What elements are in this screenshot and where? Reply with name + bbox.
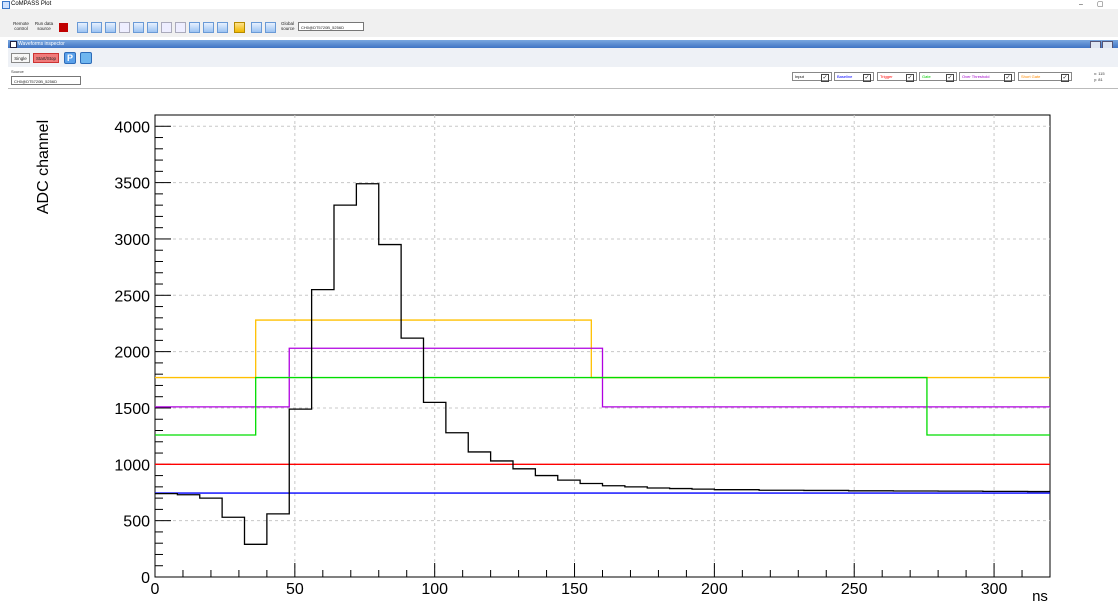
inspector-icon	[10, 41, 17, 48]
main-toolbar: Remote control Run data source Global so…	[0, 9, 1118, 38]
source-panel: Source CH0@DT5720B_5256D Input ✓ Baseline ✓…	[8, 67, 1118, 89]
x-tick-label: 50	[286, 581, 304, 598]
trace-toggle-over-threshold[interactable]: Over Threshold ✓	[959, 72, 1015, 82]
trace-label: Trigger	[880, 74, 893, 79]
single-button[interactable]: Single	[11, 53, 30, 63]
trace-toggle-gate[interactable]: Gate ✓	[919, 72, 957, 82]
cursor-coords: x: 115 y: 81	[1094, 71, 1105, 83]
trace-label: Baseline	[837, 74, 853, 79]
start-stop-button[interactable]: Start/Stop	[33, 53, 59, 63]
trace-toggle-baseline[interactable]: Baseline ✓	[834, 72, 874, 82]
remote-control-button[interactable]: Remote control	[11, 21, 31, 31]
trace-label: Over Threshold	[962, 74, 990, 79]
y-tick-label: 3500	[114, 176, 150, 193]
spectrum-icon[interactable]	[105, 22, 116, 33]
camera-icon[interactable]	[80, 52, 92, 64]
folder-icon[interactable]	[234, 22, 245, 33]
waveform-icon[interactable]	[133, 22, 144, 33]
y-tick-label: 4000	[114, 119, 150, 136]
checkbox-icon[interactable]: ✓	[1061, 74, 1069, 82]
p-icon[interactable]: P	[64, 52, 76, 64]
y-tick-label: 1000	[114, 457, 150, 474]
minimize-icon[interactable]: –	[1079, 1, 1083, 8]
x-tick-label: 150	[561, 581, 588, 598]
x-tick-label: 200	[701, 581, 728, 598]
window-titlebar: CoMPASS Plot – ▢	[0, 0, 1118, 9]
global-source-label-2: source	[281, 26, 295, 31]
x-tick-label: 250	[841, 581, 868, 598]
y-axis-label: ADC channel	[35, 120, 52, 214]
waveform-plot[interactable]: 0 500 1000 1500 2000 2500 3000 3500 4000 0 50 100 15…	[0, 88, 1118, 607]
trace-label: Gate	[922, 74, 931, 79]
bar-chart-icon[interactable]	[91, 22, 102, 33]
series-over-threshold	[155, 347, 1050, 408]
global-source-label: Global source	[281, 21, 297, 31]
axis-ticks: 0 500 1000 1500 2000 2500 3000 3500 4000 0 50 100 15…	[114, 119, 1051, 598]
cursor-x: x: 115	[1094, 71, 1105, 76]
cursor-y: y: 81	[1094, 77, 1103, 82]
trace-toggle-short-gate[interactable]: Short Gate ✓	[1018, 72, 1072, 82]
source-label: Source	[11, 69, 24, 74]
layout-grid-icon[interactable]	[251, 22, 262, 33]
maximize-icon[interactable]: ▢	[1097, 1, 1104, 8]
x-tick-label: 0	[151, 581, 160, 598]
checkbox-icon[interactable]: ✓	[946, 74, 954, 82]
lines-plot-icon[interactable]	[147, 22, 158, 33]
grid-plot-icon[interactable]	[119, 22, 130, 33]
overlay-icon[interactable]	[265, 22, 276, 33]
histogram-icon[interactable]	[77, 22, 88, 33]
inspector-toolbar: Single Start/Stop P	[8, 48, 1118, 68]
run-data-source-button[interactable]: Run data source	[33, 21, 55, 31]
run-data-source-label-2: source	[37, 26, 51, 31]
trend-icon[interactable]	[161, 22, 172, 33]
inspector-titlebar: Waveforms inspector	[8, 40, 1118, 49]
run-data-source-label-1: Run data	[34, 21, 54, 26]
checkbox-icon[interactable]: ✓	[906, 74, 914, 82]
source-field[interactable]: CH0@DT5720B_5256D	[11, 76, 81, 85]
remote-control-label-1: Remote	[13, 21, 29, 26]
y-tick-label: 1500	[114, 401, 150, 418]
empty-plot-icon[interactable]	[175, 22, 186, 33]
global-source-label-1: Global	[281, 21, 295, 26]
trace-label: Input	[795, 74, 804, 79]
trace-label: Short Gate	[1021, 74, 1041, 79]
y-tick-label: 500	[123, 514, 150, 531]
y-tick-label: 0	[141, 570, 150, 587]
y-tick-label: 2500	[114, 288, 150, 305]
checkbox-icon[interactable]: ✓	[1004, 74, 1012, 82]
funnel-icon[interactable]	[189, 22, 200, 33]
stop-icon[interactable]	[59, 23, 68, 32]
checkbox-icon[interactable]: ✓	[821, 74, 829, 82]
y-tick-label: 2000	[114, 345, 150, 362]
app-icon	[2, 1, 10, 9]
plot-frame	[154, 114, 1051, 578]
x-tick-label: 300	[981, 581, 1008, 598]
window-title: CoMPASS Plot	[11, 1, 52, 7]
trace-toggle-input[interactable]: Input ✓	[792, 72, 832, 82]
checkbox-icon[interactable]: ✓	[863, 74, 871, 82]
plot-series	[155, 183, 1050, 545]
remote-control-label-2: control	[14, 26, 28, 31]
y-tick-label: 3000	[114, 232, 150, 249]
x-axis-label: ns	[1032, 588, 1048, 605]
series-gate	[155, 376, 1050, 436]
trace-toggle-trigger[interactable]: Trigger ✓	[877, 72, 917, 82]
scatter-icon[interactable]	[217, 22, 228, 33]
x-tick-label: 100	[421, 581, 448, 598]
line-trend-icon[interactable]	[203, 22, 214, 33]
series-input	[155, 183, 1050, 545]
inspector-title: Waveforms inspector	[18, 41, 65, 47]
global-source-field[interactable]: CH0@DT5720B_5256D	[298, 22, 364, 31]
